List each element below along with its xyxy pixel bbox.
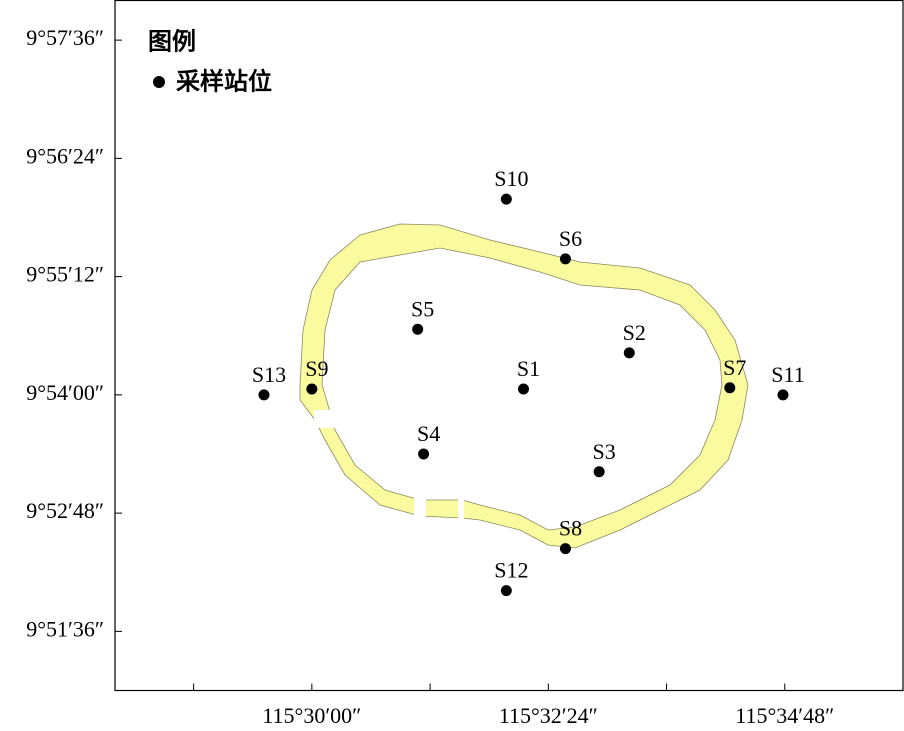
reef: [299, 223, 749, 549]
x-tick-label: 115°30′00″: [262, 703, 361, 728]
y-tick-label: 9°56′24″: [26, 143, 104, 168]
y-tick-label: 9°57′36″: [26, 25, 104, 50]
station-label: S1: [517, 356, 540, 381]
station: [777, 389, 789, 401]
reef-gap: [414, 488, 426, 520]
station-label: S3: [593, 439, 616, 464]
atoll: [299, 223, 749, 549]
reef-gap: [458, 486, 464, 520]
station: [500, 193, 512, 205]
station: [418, 448, 430, 460]
station: [306, 383, 318, 395]
legend-title: 图例: [148, 29, 196, 56]
legend-marker: [153, 76, 165, 88]
station: [593, 466, 605, 478]
x-tick-label: 115°32′24″: [499, 703, 598, 728]
station-label: S12: [494, 558, 528, 583]
x-tick-label: 115°34′48″: [735, 703, 834, 728]
station-label: S4: [417, 421, 440, 446]
station: [559, 543, 571, 555]
station-label: S8: [559, 516, 582, 541]
y-tick-label: 9°55′12″: [26, 262, 104, 287]
station-label: S9: [305, 356, 328, 381]
legend-label: 采样站位: [176, 68, 272, 96]
y-tick-label: 9°54′00″: [26, 380, 104, 405]
station: [258, 389, 270, 401]
station-label: S5: [411, 296, 434, 321]
frame: [114, 0, 904, 692]
station: [559, 253, 571, 265]
station-label: S2: [623, 320, 646, 345]
station: [623, 347, 635, 359]
station-label: S13: [252, 362, 286, 387]
station-label: S7: [723, 355, 746, 380]
y-tick-label: 9°52′48″: [26, 498, 104, 523]
y-tick-label: 9°51′36″: [26, 616, 104, 641]
station: [517, 383, 529, 395]
reef-gap: [314, 410, 340, 428]
station: [724, 382, 736, 394]
station-label: S11: [771, 362, 804, 387]
station: [412, 323, 424, 335]
station-label: S6: [559, 226, 582, 251]
station-label: S10: [494, 166, 528, 191]
station: [500, 585, 512, 597]
